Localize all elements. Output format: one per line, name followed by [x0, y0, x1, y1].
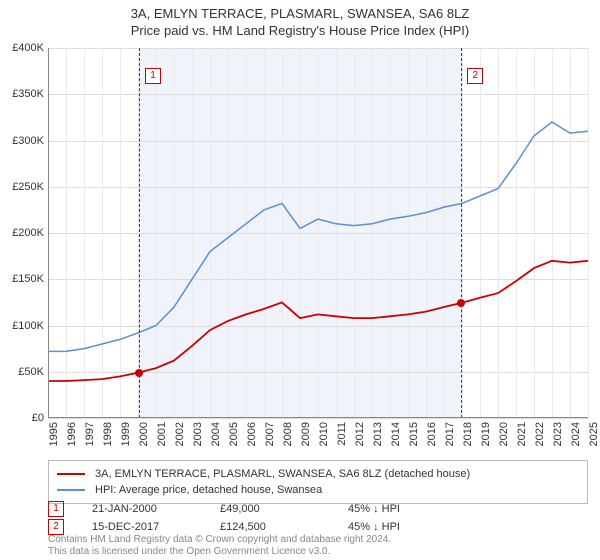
- legend-swatch-price-paid: [57, 473, 85, 475]
- x-axis-label: 2021: [516, 422, 528, 446]
- x-axis-label: 1995: [48, 422, 60, 446]
- sale-delta: 45% ↓ HPI: [348, 503, 448, 515]
- series-price_paid: [48, 261, 588, 381]
- y-axis-label: £0: [32, 412, 44, 424]
- sales-table: 1 21-JAN-2000 £49,000 45% ↓ HPI 2 15-DEC…: [48, 500, 588, 536]
- sale-date: 15-DEC-2017: [92, 521, 192, 533]
- title-subtitle: Price paid vs. HM Land Registry's House …: [0, 23, 600, 38]
- x-axis-label: 2003: [192, 422, 204, 446]
- title-block: 3A, EMLYN TERRACE, PLASMARL, SWANSEA, SA…: [0, 0, 600, 38]
- chart-container: 3A, EMLYN TERRACE, PLASMARL, SWANSEA, SA…: [0, 0, 600, 560]
- y-axis-label: £200K: [12, 227, 44, 239]
- y-axis-label: £400K: [12, 42, 44, 54]
- y-axis-label: £50K: [18, 366, 44, 378]
- legend-item: 3A, EMLYN TERRACE, PLASMARL, SWANSEA, SA…: [57, 466, 579, 482]
- title-address: 3A, EMLYN TERRACE, PLASMARL, SWANSEA, SA…: [0, 6, 600, 21]
- x-axis-label: 2016: [426, 422, 438, 446]
- copyright: Contains HM Land Registry data © Crown c…: [48, 534, 391, 558]
- y-axis-label: £250K: [12, 181, 44, 193]
- legend-item: HPI: Average price, detached house, Swan…: [57, 482, 579, 498]
- x-axis-label: 2012: [354, 422, 366, 446]
- sale-point-dot: [135, 369, 143, 377]
- y-axis-label: £350K: [12, 88, 44, 100]
- legend-swatch-hpi: [57, 489, 85, 491]
- sale-point-dot: [457, 299, 465, 307]
- copyright-line: Contains HM Land Registry data © Crown c…: [48, 534, 391, 546]
- x-axis-label: 2008: [282, 422, 294, 446]
- copyright-line: This data is licensed under the Open Gov…: [48, 546, 391, 558]
- x-axis-label: 2009: [300, 422, 312, 446]
- x-axis-label: 2022: [534, 422, 546, 446]
- sale-delta: 45% ↓ HPI: [348, 521, 448, 533]
- x-axis-label: 1998: [102, 422, 114, 446]
- sale-marker-box: 2: [48, 519, 64, 535]
- x-axis-label: 2014: [390, 422, 402, 446]
- x-axis-label: 1996: [66, 422, 78, 446]
- x-axis-label: 2011: [336, 422, 348, 446]
- x-axis-label: 2015: [408, 422, 420, 446]
- y-axis-label: £100K: [12, 320, 44, 332]
- sale-row: 1 21-JAN-2000 £49,000 45% ↓ HPI: [48, 500, 588, 518]
- x-axis-label: 2013: [372, 422, 384, 446]
- x-axis-label: 2000: [138, 422, 150, 446]
- chart-marker-box: 1: [145, 68, 161, 84]
- x-axis-label: 2023: [552, 422, 564, 446]
- sale-price: £49,000: [220, 503, 320, 515]
- x-axis-label: 2002: [174, 422, 186, 446]
- x-axis-label: 2007: [264, 422, 276, 446]
- sale-date: 21-JAN-2000: [92, 503, 192, 515]
- x-axis-label: 2005: [228, 422, 240, 446]
- x-axis-label: 2024: [570, 422, 582, 446]
- y-axis-label: £300K: [12, 135, 44, 147]
- chart-marker-box: 2: [467, 68, 483, 84]
- plot-area: £0£50K£100K£150K£200K£250K£300K£350K£400…: [48, 48, 588, 418]
- x-axis-label: 2006: [246, 422, 258, 446]
- x-axis-label: 2001: [156, 422, 168, 446]
- x-axis-label: 2017: [444, 422, 456, 446]
- legend: 3A, EMLYN TERRACE, PLASMARL, SWANSEA, SA…: [48, 460, 588, 504]
- series-hpi: [48, 122, 588, 351]
- x-axis-label: 2025: [588, 422, 600, 446]
- x-axis-label: 1997: [84, 422, 96, 446]
- legend-label: HPI: Average price, detached house, Swan…: [95, 484, 322, 496]
- x-axis-label: 2004: [210, 422, 222, 446]
- x-axis-label: 2018: [462, 422, 474, 446]
- series-svg: [48, 48, 588, 418]
- x-axis-label: 1999: [120, 422, 132, 446]
- x-axis-label: 2019: [480, 422, 492, 446]
- x-axis-label: 2010: [318, 422, 330, 446]
- sale-marker-box: 1: [48, 501, 64, 517]
- sale-price: £124,500: [220, 521, 320, 533]
- x-axis-label: 2020: [498, 422, 510, 446]
- legend-label: 3A, EMLYN TERRACE, PLASMARL, SWANSEA, SA…: [95, 468, 470, 480]
- y-axis-label: £150K: [12, 273, 44, 285]
